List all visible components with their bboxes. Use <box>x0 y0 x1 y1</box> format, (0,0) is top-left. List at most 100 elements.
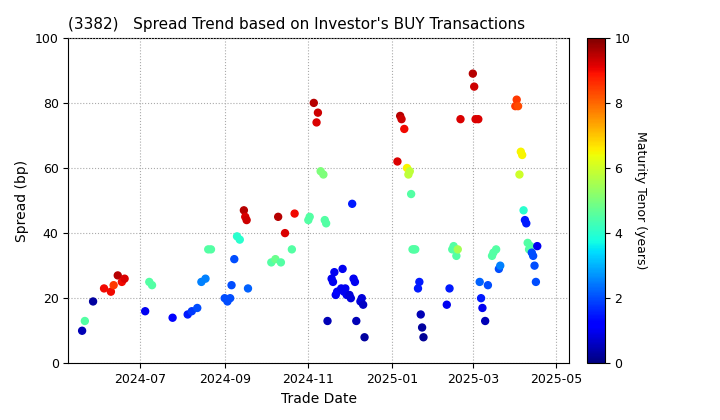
Point <box>522 239 534 246</box>
Point <box>404 168 415 175</box>
Point <box>407 246 418 253</box>
Point <box>272 213 284 220</box>
Point <box>308 100 320 106</box>
Point <box>182 311 194 318</box>
Point <box>410 246 421 253</box>
Point <box>482 282 494 289</box>
Point <box>146 282 158 289</box>
Point <box>408 246 420 253</box>
Point <box>327 278 338 285</box>
Point <box>228 256 240 262</box>
Point <box>143 278 155 285</box>
Point <box>286 246 297 253</box>
Point <box>311 119 323 126</box>
Point <box>241 217 253 223</box>
X-axis label: Trade Date: Trade Date <box>281 391 356 406</box>
Point <box>234 236 246 243</box>
Point <box>530 278 541 285</box>
Point <box>470 116 482 123</box>
Point <box>525 243 536 249</box>
Point <box>140 308 151 315</box>
Point <box>531 243 543 249</box>
Point <box>289 210 300 217</box>
Point <box>469 83 480 90</box>
Point <box>357 302 369 308</box>
Point <box>319 217 330 223</box>
Point <box>511 96 523 103</box>
Point <box>351 318 362 324</box>
Point <box>222 298 233 305</box>
Point <box>87 298 99 305</box>
Point <box>519 217 531 223</box>
Y-axis label: Maturity Tenor (years): Maturity Tenor (years) <box>634 131 647 270</box>
Point <box>493 265 505 272</box>
Point <box>231 233 243 240</box>
Point <box>490 246 502 253</box>
Point <box>516 152 528 158</box>
Point <box>399 126 410 132</box>
Point <box>415 311 426 318</box>
Point <box>474 278 485 285</box>
Point <box>79 318 91 324</box>
Point <box>402 171 414 178</box>
Point <box>527 252 539 259</box>
Point <box>275 259 287 266</box>
Point <box>467 70 479 77</box>
Point <box>326 276 338 282</box>
Point <box>515 148 526 155</box>
Point <box>395 113 406 119</box>
Point <box>322 318 333 324</box>
Point <box>167 314 179 321</box>
Point <box>202 246 214 253</box>
Point <box>396 116 408 123</box>
Point <box>302 217 314 223</box>
Point <box>510 103 521 110</box>
Point <box>320 220 332 227</box>
Point <box>513 171 525 178</box>
Point <box>318 171 329 178</box>
Point <box>196 278 207 285</box>
Point <box>343 291 355 298</box>
Point <box>345 295 356 302</box>
Point <box>444 285 455 292</box>
Point <box>192 304 203 311</box>
Point <box>359 334 370 341</box>
Text: (3382)   Spread Trend based on Investor's BUY Transactions: (3382) Spread Trend based on Investor's … <box>68 18 526 32</box>
Point <box>441 302 453 308</box>
Point <box>225 295 236 302</box>
Point <box>279 230 291 236</box>
Point <box>331 288 343 295</box>
Point <box>338 288 350 295</box>
Point <box>455 116 467 123</box>
Point <box>226 282 238 289</box>
Point <box>99 285 110 292</box>
Point <box>513 103 524 110</box>
Point <box>348 276 359 282</box>
Point <box>413 285 424 292</box>
Point <box>475 295 487 302</box>
Point <box>340 285 351 292</box>
Point <box>108 282 120 289</box>
Point <box>270 256 282 262</box>
Point <box>315 168 326 175</box>
Point <box>487 249 499 256</box>
Y-axis label: Spread (bp): Spread (bp) <box>15 160 30 241</box>
Point <box>472 116 484 123</box>
Point <box>337 265 348 272</box>
Point <box>477 304 488 311</box>
Point <box>495 262 506 269</box>
Point <box>521 220 532 227</box>
Point <box>330 291 341 298</box>
Point <box>486 252 498 259</box>
Point <box>392 158 403 165</box>
Point <box>205 246 217 253</box>
Point <box>328 269 340 276</box>
Point <box>116 278 127 285</box>
Point <box>413 278 425 285</box>
Point <box>452 246 464 253</box>
Point <box>416 324 428 331</box>
Point <box>112 272 124 279</box>
Point <box>266 259 277 266</box>
Point <box>240 213 251 220</box>
Point <box>528 262 540 269</box>
